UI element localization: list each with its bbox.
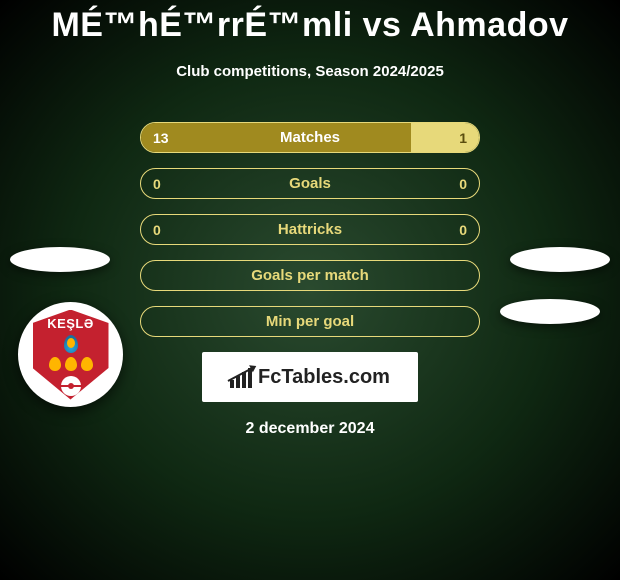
value-right: 0 — [459, 215, 467, 244]
player-photo-right-placeholder — [510, 247, 610, 272]
page-title: MÉ™hÉ™rrÉ™mli vs Ahmadov — [0, 6, 620, 45]
comparison-rows: 131Matches00Goals00HattricksGoals per ma… — [140, 122, 480, 337]
branding-text: FcTables.com — [258, 366, 390, 389]
flame-icon — [64, 335, 78, 353]
page-root: MÉ™hÉ™rrÉ™mli vs Ahmadov Club competitio… — [0, 0, 620, 580]
bar-left: 13 — [141, 123, 411, 152]
comparison-row: Goals per match — [140, 260, 480, 291]
club-logo-right-placeholder — [500, 299, 600, 324]
page-subtitle: Club competitions, Season 2024/2025 — [0, 63, 620, 80]
value-left: 0 — [153, 169, 161, 198]
club-name: KEŞLƏ — [47, 316, 94, 331]
comparison-block: KEŞLƏ 131Matches00Goals00HattricksGoals … — [0, 122, 620, 337]
comparison-row: 131Matches — [140, 122, 480, 153]
club-badge-shield: KEŞLƏ — [33, 310, 109, 400]
bar-right: 1 — [411, 123, 479, 152]
player-photo-left-placeholder — [10, 247, 110, 272]
comparison-row: 0 0Goals — [140, 168, 480, 199]
value-right: 0 — [459, 169, 467, 198]
date-text: 2 december 2024 — [0, 420, 620, 438]
row-label: Goals — [141, 169, 479, 198]
drops-icon — [49, 357, 93, 371]
ball-icon — [61, 376, 81, 396]
comparison-row: 0 0Hattricks — [140, 214, 480, 245]
branding-box: FcTables.com — [202, 352, 418, 402]
value-left: 0 — [153, 215, 161, 244]
comparison-row: Min per goal — [140, 306, 480, 337]
row-label: Min per goal — [141, 307, 479, 336]
row-label: Hattricks — [141, 215, 479, 244]
chart-icon — [230, 366, 252, 388]
row-label: Goals per match — [141, 261, 479, 290]
club-badge-left: KEŞLƏ — [18, 302, 123, 407]
